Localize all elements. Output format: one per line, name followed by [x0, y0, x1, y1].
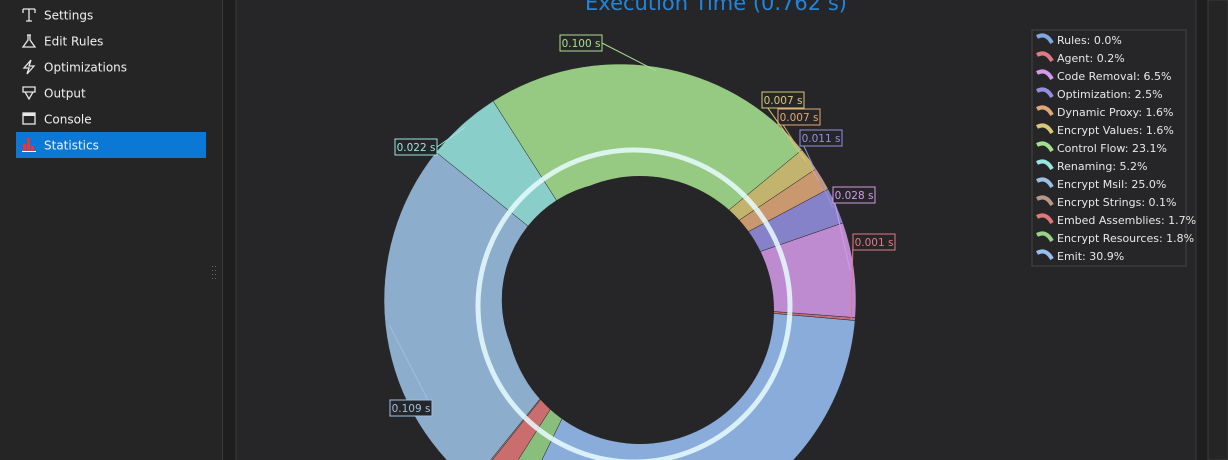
slice-label: 0.007 s	[764, 95, 803, 107]
selected-highlight	[16, 132, 206, 158]
donut-hole	[506, 176, 774, 444]
legend-entry: Encrypt Resources: 1.8%	[1057, 232, 1194, 245]
slice-label: 0.100 s	[562, 38, 601, 50]
legend-entry: Rules: 0.0%	[1057, 34, 1122, 47]
legend-swatch	[1036, 231, 1054, 243]
legend-entry: Encrypt Values: 1.6%	[1057, 124, 1174, 137]
legend-swatch	[1036, 213, 1054, 225]
leader-line	[799, 137, 834, 208]
legend-swatch	[1036, 87, 1054, 99]
legend-swatch	[1036, 69, 1054, 81]
donut	[383, 63, 857, 460]
nav-item[interactable]: Settings	[44, 9, 93, 23]
legend-swatch	[1036, 249, 1054, 261]
nav-icon	[21, 34, 37, 48]
nav-icon	[22, 138, 36, 152]
legend-entry: Renaming: 5.2%	[1057, 160, 1148, 173]
slice-label-box	[852, 233, 896, 251]
donut-slice	[383, 151, 547, 460]
legend-entry: Agent: 0.2%	[1057, 52, 1125, 65]
icon-shape	[27, 138, 30, 151]
icon-shape	[23, 113, 35, 116]
legend-swatch	[1036, 177, 1054, 189]
splitter-grip	[212, 266, 216, 279]
icon-shape	[31, 146, 34, 151]
nav-icon	[22, 8, 36, 22]
nav-icon	[22, 112, 36, 125]
legend-entry: Control Flow: 23.1%	[1057, 142, 1167, 155]
slice-label: 0.109 s	[392, 403, 431, 415]
slice-label-box	[394, 138, 438, 156]
legend-swatch	[1036, 105, 1054, 117]
legend-swatch	[1036, 51, 1054, 63]
nav-icon	[22, 59, 36, 75]
icon-shape	[22, 86, 36, 101]
slice-label: 0.028 s	[835, 190, 874, 202]
legend-entry: Emit: 30.9%	[1057, 250, 1124, 263]
legend-swatch	[1036, 195, 1054, 207]
legend-entry: Dynamic Proxy: 1.6%	[1057, 106, 1174, 119]
leader-line	[850, 241, 854, 319]
sidebar	[0, 0, 222, 460]
icon-shape	[22, 59, 36, 75]
legend-entry: Encrypt Strings: 0.1%	[1057, 196, 1177, 209]
leader-line	[761, 99, 807, 162]
nav-icon	[22, 86, 36, 101]
nav-item[interactable]: Console	[44, 113, 92, 127]
icon-shape	[21, 34, 37, 48]
slice-label-box	[559, 34, 603, 52]
slice-label: 0.007 s	[780, 112, 819, 124]
nav-item[interactable]: Optimizations	[44, 61, 127, 75]
legend-swatch	[1036, 33, 1054, 45]
chart-title: Execution Time (0.762 s)	[585, 0, 847, 15]
leader-line	[436, 126, 466, 148]
slice-label-box	[389, 399, 433, 417]
icon-shape	[23, 144, 26, 151]
legend-box	[1031, 29, 1187, 267]
leader-line	[601, 42, 657, 72]
slice-label: 0.022 s	[397, 142, 436, 154]
slice-label-box	[777, 108, 821, 126]
slice-label-box	[832, 186, 876, 204]
right-panel	[1207, 0, 1228, 460]
inner-highlight	[475, 147, 793, 460]
legend-swatch	[1036, 159, 1054, 171]
leader-line	[388, 324, 433, 409]
legend-entry: Encrypt Msil: 25.0%	[1057, 178, 1166, 191]
slice-label-box	[761, 91, 805, 109]
leader-line	[777, 116, 820, 182]
nav-item[interactable]: Statistics	[44, 139, 99, 153]
leader-line	[832, 194, 851, 271]
legend-entry: Optimization: 2.5%	[1057, 88, 1163, 101]
legend-entry: Embed Assemblies: 1.7%	[1057, 214, 1196, 227]
nav-item[interactable]: Edit Rules	[44, 35, 103, 49]
legend-swatch	[1036, 123, 1054, 135]
slice-label: 0.001 s	[855, 237, 894, 249]
legend-entry: Code Removal: 6.5%	[1057, 70, 1171, 83]
slice-label: 0.011 s	[802, 133, 841, 145]
icon-shape	[22, 8, 36, 22]
legend-swatch	[1036, 141, 1054, 153]
slice-label-box	[799, 129, 843, 147]
nav-item[interactable]: Output	[44, 87, 86, 101]
